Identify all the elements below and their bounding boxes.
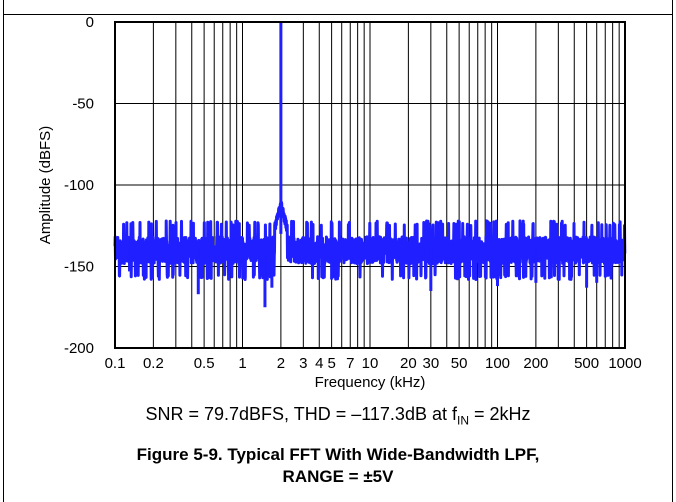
frame-left-border: [3, 0, 4, 502]
fft-chart: 0.1 0.2 0.5 1 2 3 4 5 7 10 20 30 50 100 200 500 1000 0 -5…: [37, 14, 642, 391]
x-tick-label: 5: [327, 355, 335, 372]
caption-prefix: SNR = 79.7dBFS, THD = –117.3dB at f: [145, 404, 457, 424]
x-axis-title: Frequency (kHz): [315, 374, 426, 391]
figure-title-line1: Figure 5-9. Typical FFT With Wide-Bandwi…: [136, 445, 540, 464]
x-tick-label: 4: [315, 355, 323, 372]
x-tick-label: 3: [299, 355, 307, 372]
chart-grid: [115, 22, 625, 348]
frame-right-border: [672, 0, 673, 502]
x-tick-label: 30: [422, 355, 439, 372]
x-tick-label: 2: [277, 355, 285, 372]
chart-caption: SNR = 79.7dBFS, THD = –117.3dB at fIN = …: [0, 404, 676, 428]
figure-title: Figure 5-9. Typical FFT With Wide-Bandwi…: [0, 444, 676, 488]
x-tick-label: 20: [400, 355, 417, 372]
x-tick-label: 0.1: [105, 355, 126, 372]
y-tick-label: 0: [86, 14, 94, 31]
x-tick-label: 100: [485, 355, 510, 372]
x-tick-label: 1: [238, 355, 246, 372]
x-tick-label: 0.5: [194, 355, 215, 372]
x-axis-ticks: 0.1 0.2 0.5 1 2 3 4 5 7 10 20 30 50 100 200 500 1000: [105, 355, 642, 372]
x-tick-label: 0.2: [143, 355, 164, 372]
y-tick-label: -150: [64, 259, 94, 276]
y-axis-ticks: 0 -50 -100 -150 -200: [64, 14, 94, 357]
plot-border: [114, 21, 626, 349]
figure-title-line2: RANGE = ±5V: [282, 467, 394, 486]
caption-suffix: = 2kHz: [468, 404, 531, 424]
y-tick-label: -100: [64, 177, 94, 194]
fft-plot-area: [113, 22, 627, 308]
x-tick-label: 500: [574, 355, 599, 372]
x-tick-label: 200: [523, 355, 548, 372]
y-tick-label: -200: [64, 340, 94, 357]
x-tick-label: 7: [346, 355, 354, 372]
x-tick-label: 1000: [608, 355, 641, 372]
fft-trace: [113, 200, 627, 281]
x-tick-label: 50: [451, 355, 468, 372]
x-tick-label: 10: [362, 355, 379, 372]
caption-subscript: IN: [456, 413, 469, 428]
frame-top-border: [3, 14, 673, 15]
y-axis-title: Amplitude (dBFS): [37, 126, 54, 244]
y-tick-label: -50: [72, 96, 94, 113]
